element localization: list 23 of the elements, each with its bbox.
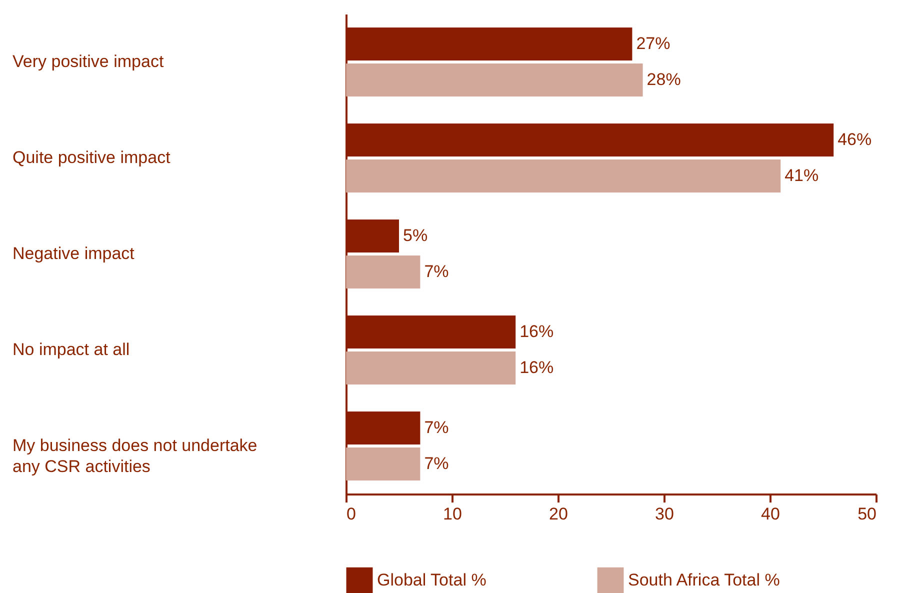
y-tick-label: Very positive impact [12,52,164,71]
data-label: 7% [424,454,449,473]
y-tick-label: No impact at all [12,340,130,359]
x-tick-label: 20 [549,504,568,524]
x-tick-label: 10 [443,504,462,524]
data-label: 16% [520,358,554,377]
legend-label: Global Total % [377,570,486,590]
data-label: 5% [403,226,428,245]
x-tick-label: 0 [346,504,356,524]
y-tick-label: Quite positive impact [12,148,171,167]
data-label: 46% [838,130,872,149]
y-tick-label: My business does not undertake any CSR activities [12,436,258,476]
x-tick-label: 40 [761,504,780,524]
data-label: 7% [424,418,449,437]
data-label: 7% [424,262,449,281]
x-tick-label: 50 [858,504,876,524]
data-label: 41% [784,166,819,185]
legend-label: South Africa Total % [628,570,780,590]
x-tick-label: 30 [655,504,674,524]
y-tick-label: Negative impact [12,244,135,263]
data-label: 27% [636,34,670,53]
data-label: 28% [646,70,681,89]
data-label: 16% [520,322,554,341]
